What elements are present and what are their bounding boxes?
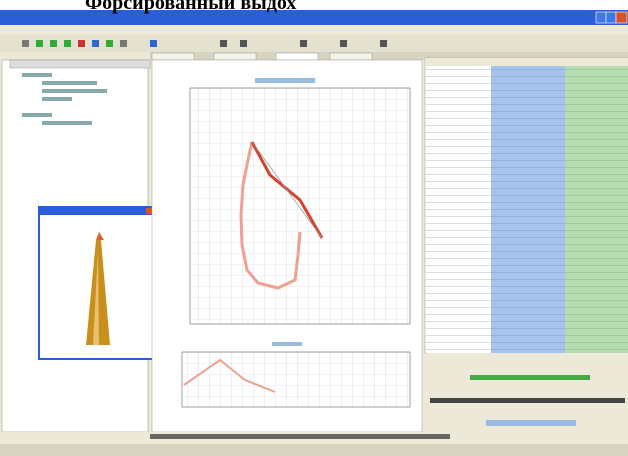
message-text bbox=[150, 434, 450, 439]
tool-button[interactable] bbox=[120, 40, 127, 47]
tool-button[interactable] bbox=[220, 40, 227, 47]
tool-button[interactable] bbox=[92, 40, 99, 47]
lower-heading bbox=[272, 342, 302, 346]
mini-shape-top bbox=[96, 232, 104, 240]
close-button[interactable] bbox=[615, 11, 628, 24]
menu-bar bbox=[0, 25, 628, 35]
tool-button[interactable] bbox=[300, 40, 307, 47]
tool-button[interactable] bbox=[150, 40, 157, 47]
mini-shape-highlight bbox=[93, 250, 99, 345]
tree-items bbox=[22, 73, 107, 125]
title-bar bbox=[0, 10, 628, 25]
guide-line bbox=[251, 141, 323, 239]
action-link[interactable] bbox=[486, 420, 576, 426]
tree-tab[interactable] bbox=[9, 59, 151, 69]
table-column-green bbox=[565, 66, 628, 353]
tree-item[interactable] bbox=[42, 89, 107, 93]
main-plot bbox=[189, 87, 411, 325]
status-bar bbox=[0, 444, 628, 456]
table-header bbox=[425, 58, 628, 66]
tool-button[interactable] bbox=[64, 40, 71, 47]
chart-heading bbox=[255, 78, 315, 83]
mini-close-button[interactable] bbox=[146, 208, 154, 214]
info-text bbox=[430, 398, 625, 403]
table-column bbox=[426, 66, 491, 353]
tool-button[interactable] bbox=[50, 40, 57, 47]
tool-button[interactable] bbox=[36, 40, 43, 47]
minimize-button[interactable] bbox=[595, 11, 607, 24]
tab[interactable] bbox=[213, 52, 257, 61]
tool-button[interactable] bbox=[340, 40, 347, 47]
tool-button[interactable] bbox=[78, 40, 85, 47]
loop-curve bbox=[239, 141, 302, 290]
tab-bar bbox=[150, 52, 628, 60]
tool-button[interactable] bbox=[106, 40, 113, 47]
tree-item[interactable] bbox=[22, 73, 52, 77]
toolbar bbox=[0, 35, 628, 52]
tree-item[interactable] bbox=[22, 113, 52, 117]
maximize-button[interactable] bbox=[605, 11, 617, 24]
tool-button[interactable] bbox=[380, 40, 387, 47]
status-text-green bbox=[470, 375, 590, 380]
tab[interactable] bbox=[275, 52, 319, 61]
table-footer bbox=[426, 353, 628, 430]
tool-button[interactable] bbox=[22, 40, 29, 47]
tab[interactable] bbox=[329, 52, 373, 61]
mini-window bbox=[38, 206, 157, 360]
tab[interactable] bbox=[151, 52, 195, 61]
mini-window-title bbox=[39, 207, 156, 215]
table-column-blue bbox=[491, 66, 565, 353]
lower-curve bbox=[183, 358, 276, 393]
lower-plot bbox=[181, 351, 411, 408]
tab-strip bbox=[150, 52, 628, 61]
tree-item[interactable] bbox=[42, 81, 97, 85]
tool-button[interactable] bbox=[240, 40, 247, 47]
tree-item[interactable] bbox=[42, 97, 72, 101]
toolbar-buttons bbox=[22, 40, 387, 47]
tree-item[interactable] bbox=[42, 121, 92, 125]
caption: Форсированный выдох bbox=[85, 0, 296, 14]
caption-background bbox=[0, 0, 628, 10]
